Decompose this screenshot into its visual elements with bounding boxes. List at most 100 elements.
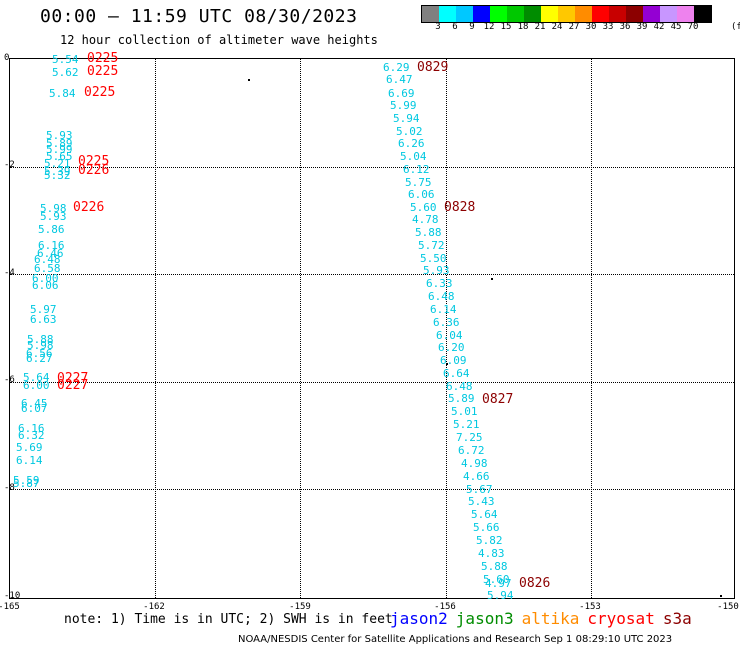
swh-value-label: 5.93 xyxy=(46,129,73,142)
y-axis-tick-label: -4 xyxy=(4,268,15,278)
grid-line-vertical xyxy=(300,59,302,598)
color-legend-label: 21 xyxy=(534,22,546,32)
swh-value-label: 5.04 xyxy=(400,150,427,163)
y-axis-tick-label: -6 xyxy=(4,375,15,385)
swh-value-label: 6.26 xyxy=(398,137,425,150)
color-swatch xyxy=(643,6,660,22)
map-title: 00:00 — 11:59 UTC 08/30/2023 xyxy=(40,6,358,27)
swh-value-label: 5.75 xyxy=(405,176,432,189)
swh-value-label: 5.86 xyxy=(38,223,65,236)
swh-value-label: 5.21 xyxy=(453,418,480,431)
color-legend-label: 42 xyxy=(653,22,665,32)
y-axis-tick-label: -2 xyxy=(4,160,15,170)
swh-value-label: 6.33 xyxy=(426,277,453,290)
swh-value-label: 6.07 xyxy=(21,402,48,415)
color-legend-label: 15 xyxy=(500,22,512,32)
swh-value-label: 5.54 xyxy=(52,53,79,66)
footer-credit: NOAA/NESDIS Center for Satellite Applica… xyxy=(238,634,673,645)
swh-value-label: 6.48 xyxy=(34,253,61,266)
swh-value-label: 6.00 xyxy=(23,379,50,392)
swh-value-label: 6.16 xyxy=(38,239,65,252)
color-legend-unit: (ft) xyxy=(731,22,740,32)
swh-value-label: 6.09 xyxy=(440,354,467,367)
satellite-legend-item: cryosat xyxy=(587,609,655,628)
swh-value-label: 7.25 xyxy=(456,431,483,444)
swh-value-label: 5.62 xyxy=(52,66,79,79)
color-swatch xyxy=(575,6,592,22)
swh-value-label: 5.89 xyxy=(46,137,73,150)
swh-value-label: 6.27 xyxy=(26,352,53,365)
swh-value-label: 6.12 xyxy=(403,163,430,176)
swh-value-label: 4.97 xyxy=(485,577,512,590)
color-swatch xyxy=(609,6,626,22)
swh-value-label: 6.56 xyxy=(26,347,53,360)
swh-value-label: 5.99 xyxy=(390,99,417,112)
swh-value-label: 5.43 xyxy=(468,495,495,508)
color-legend-label: 27 xyxy=(568,22,580,32)
color-legend-label: 70 xyxy=(687,22,699,32)
swh-value-label: 5.02 xyxy=(396,125,423,138)
color-legend-label: 24 xyxy=(551,22,563,32)
grid-line-horizontal xyxy=(10,489,734,491)
color-legend-bar xyxy=(421,5,712,23)
color-swatch xyxy=(677,6,694,22)
swh-value-label: 5.97 xyxy=(30,303,57,316)
swh-value-label: 5.69 xyxy=(16,441,43,454)
color-legend-label: 12 xyxy=(483,22,495,32)
y-axis-tick-label: 0 xyxy=(4,53,10,63)
swh-value-label: 6.36 xyxy=(433,316,460,329)
swh-value-label: 4.78 xyxy=(412,213,439,226)
satellite-legend-item: s3a xyxy=(662,609,692,628)
color-legend-label: 45 xyxy=(670,22,682,32)
time-label: 0225 xyxy=(87,64,119,79)
swh-value-label: 4.66 xyxy=(463,470,490,483)
color-swatch xyxy=(694,6,711,22)
time-label: 0227 xyxy=(57,371,89,386)
time-label: 0226 xyxy=(78,163,110,178)
color-legend-labels: 3 6 9 12 15 18 21 24 27 30 33 36 39 42 45 70 xyxy=(421,22,731,34)
map-feature xyxy=(720,595,722,597)
time-label: 0225 xyxy=(78,154,110,169)
color-swatch xyxy=(490,6,507,22)
color-swatch xyxy=(524,6,541,22)
time-label: 0827 xyxy=(482,392,514,407)
swh-value-label: 6.48 xyxy=(428,290,455,303)
swh-value-label: 5.32 xyxy=(44,169,71,182)
swh-value-label: 5.50 xyxy=(420,252,447,265)
swh-value-label: 6.46 xyxy=(37,247,64,260)
satellite-legend-item: jason3 xyxy=(455,609,514,628)
swh-value-label: 5.72 xyxy=(418,239,445,252)
swh-value-label: 6.47 xyxy=(386,73,413,86)
swh-value-label: 6.48 xyxy=(446,380,473,393)
swh-value-label: 5.88 xyxy=(415,226,442,239)
swh-value-label: 6.45 xyxy=(21,397,48,410)
y-axis-tick-label: -10 xyxy=(4,591,21,601)
swh-value-label: 5.60 xyxy=(483,573,510,586)
color-swatch xyxy=(507,6,524,22)
swh-value-label: 6.69 xyxy=(388,87,415,100)
time-label: 0828 xyxy=(444,200,476,215)
map-feature xyxy=(446,363,448,365)
grid-line-vertical xyxy=(590,59,592,598)
swh-value-label: 5.21 xyxy=(44,157,71,170)
swh-value-label: 6.06 xyxy=(32,279,59,292)
swh-value-label: 5.89 xyxy=(448,392,475,405)
swh-value-label: 5.82 xyxy=(476,534,503,547)
x-axis-tick-label: -159 xyxy=(289,602,311,612)
swh-value-label: 4.98 xyxy=(461,457,488,470)
swh-value-label: 6.58 xyxy=(34,262,61,275)
swh-value-label: 5.84 xyxy=(49,87,76,100)
swh-value-label: 6.72 xyxy=(458,444,485,457)
swh-value-label: 5.65 xyxy=(46,150,73,163)
swh-value-label: 5.64 xyxy=(471,508,498,521)
color-swatch xyxy=(660,6,677,22)
time-label: 0826 xyxy=(519,576,551,591)
x-axis-tick-label: -150 xyxy=(717,602,739,612)
swh-value-label: 5.94 xyxy=(393,112,420,125)
swh-value-label: 6.64 xyxy=(443,367,470,380)
time-label: 0227 xyxy=(57,378,89,393)
time-label: 0225 xyxy=(84,85,116,100)
swh-value-label: 5.94 xyxy=(487,589,514,602)
swh-value-label: 6.04 xyxy=(436,329,463,342)
swh-value-label: 6.63 xyxy=(30,313,57,326)
